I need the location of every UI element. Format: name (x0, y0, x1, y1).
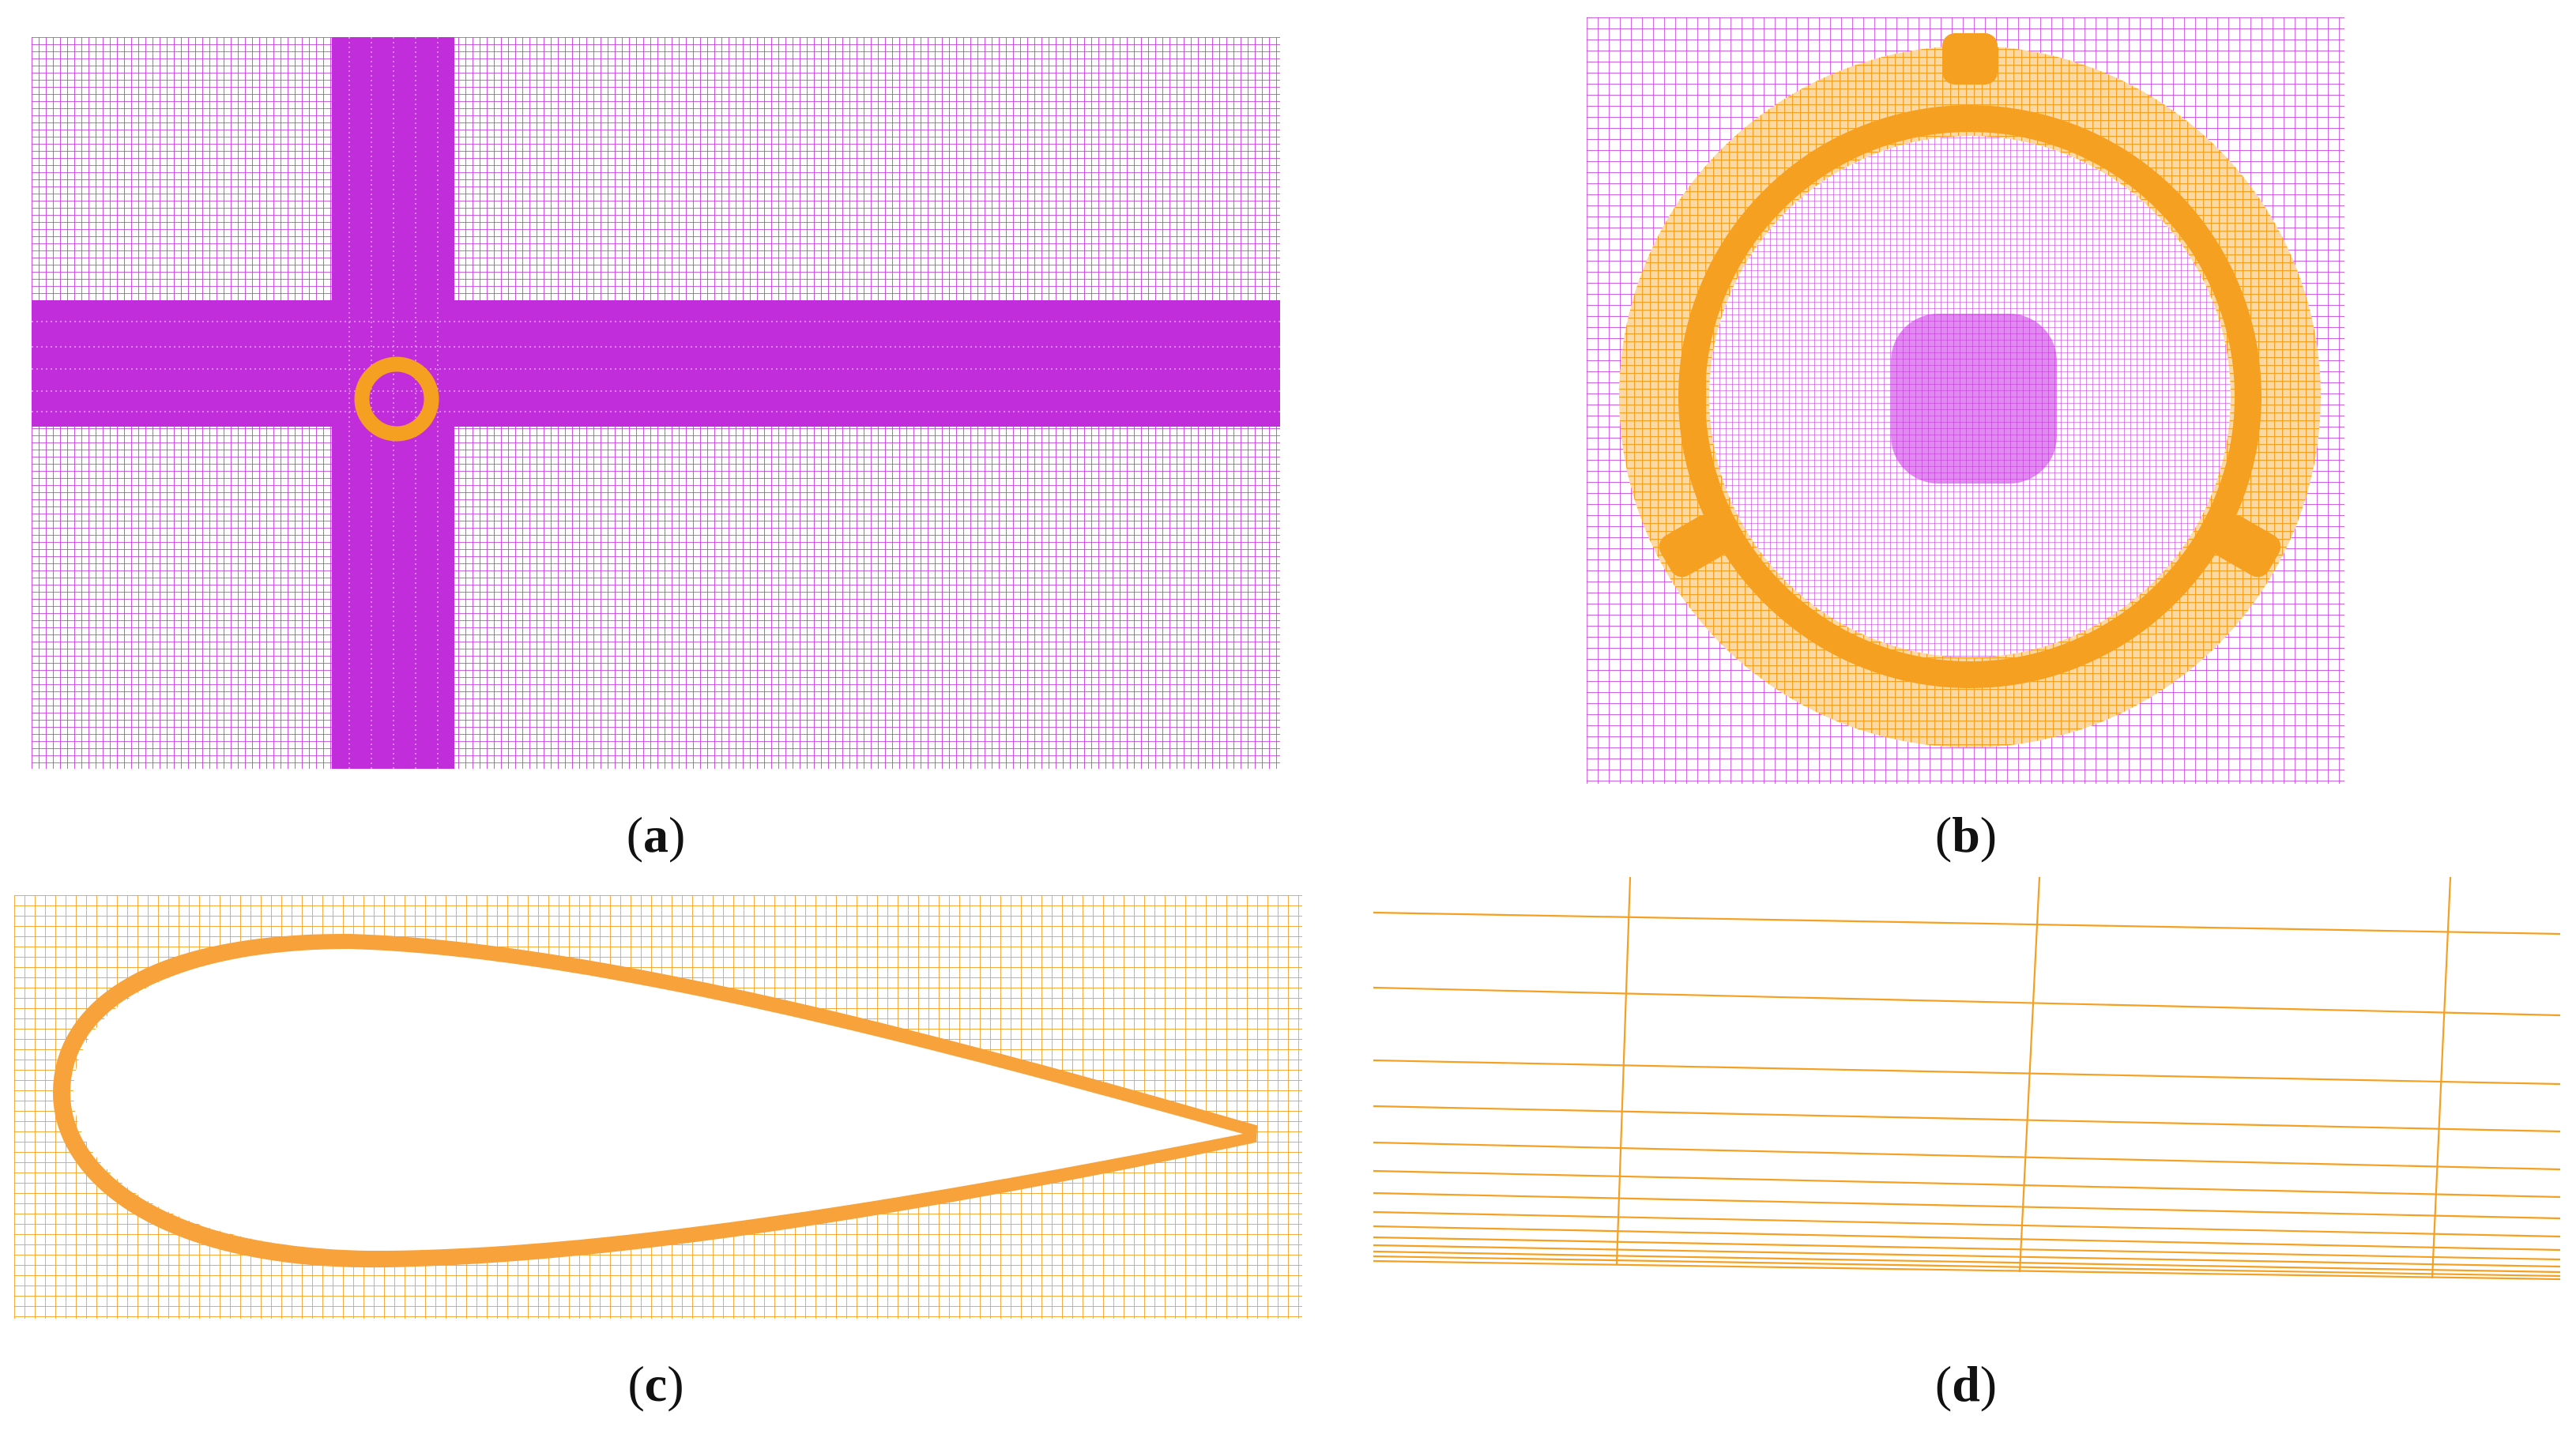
airfoil-boundary-layer (52, 933, 1258, 1268)
caption-c-letter: c (644, 1356, 668, 1412)
caption-b: (b) (1934, 807, 1998, 863)
panel-c-airfoil-mesh (14, 895, 1302, 1319)
panel-d-boundary-layer-closeup (1373, 877, 2560, 1296)
caption-a: (a) (626, 807, 686, 863)
panel-b-rotating-domain (1587, 17, 2344, 784)
inner-ring-band (1678, 105, 2262, 688)
boundary-layer-svg (1373, 877, 2560, 1296)
caption-d-letter: d (1952, 1356, 1980, 1412)
rotating-domain-ring (354, 356, 439, 442)
inner-core-refinement (1891, 314, 2057, 484)
boundary-layer-vertical-lines (1615, 877, 2452, 1279)
caption-a-letter: a (643, 807, 668, 863)
airfoil-body (73, 949, 1243, 1252)
domain-mesh-svg (32, 37, 1280, 769)
rotating-domain-svg (1587, 17, 2344, 784)
caption-d: (d) (1934, 1356, 1998, 1412)
boundary-layer-horizontal-lines (1373, 911, 2560, 1281)
caption-c: (c) (627, 1356, 684, 1412)
panel-a-domain-mesh (32, 37, 1280, 769)
caption-b-letter: b (1952, 807, 1980, 863)
airfoil-mesh-svg (14, 895, 1302, 1319)
blade-top (1942, 33, 1998, 85)
blade-left (1659, 514, 1728, 578)
horizontal-refinement-band (32, 300, 1280, 427)
blade-right (2212, 514, 2281, 578)
